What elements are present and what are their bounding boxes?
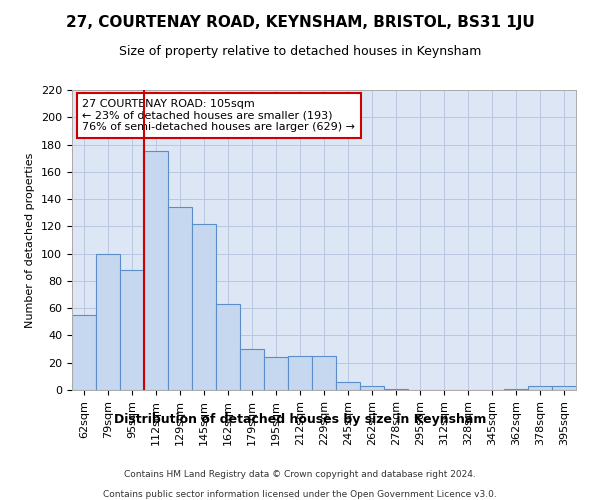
Bar (264, 358, 288, 390)
Bar (528, 386, 552, 390)
Text: Size of property relative to detached houses in Keynsham: Size of property relative to detached ho… (119, 45, 481, 58)
Bar (216, 304, 240, 390)
Bar (144, 152, 168, 390)
Text: 27, COURTENAY ROAD, KEYNSHAM, BRISTOL, BS31 1JU: 27, COURTENAY ROAD, KEYNSHAM, BRISTOL, B… (65, 15, 535, 30)
Bar (240, 349, 264, 390)
Bar (168, 208, 192, 390)
Bar (312, 356, 336, 390)
Bar (504, 388, 528, 390)
Bar (384, 388, 408, 390)
Bar (72, 315, 96, 390)
Bar (120, 270, 144, 390)
Bar (360, 386, 384, 390)
Bar (336, 382, 360, 390)
Text: Contains HM Land Registry data © Crown copyright and database right 2024.: Contains HM Land Registry data © Crown c… (124, 470, 476, 479)
Bar (96, 254, 120, 390)
Bar (552, 386, 576, 390)
Text: Distribution of detached houses by size in Keynsham: Distribution of detached houses by size … (114, 412, 486, 426)
Y-axis label: Number of detached properties: Number of detached properties (25, 152, 35, 328)
Bar (192, 224, 216, 390)
Text: 27 COURTENAY ROAD: 105sqm
← 23% of detached houses are smaller (193)
76% of semi: 27 COURTENAY ROAD: 105sqm ← 23% of detac… (82, 99, 355, 132)
Bar (288, 356, 312, 390)
Text: Contains public sector information licensed under the Open Government Licence v3: Contains public sector information licen… (103, 490, 497, 499)
